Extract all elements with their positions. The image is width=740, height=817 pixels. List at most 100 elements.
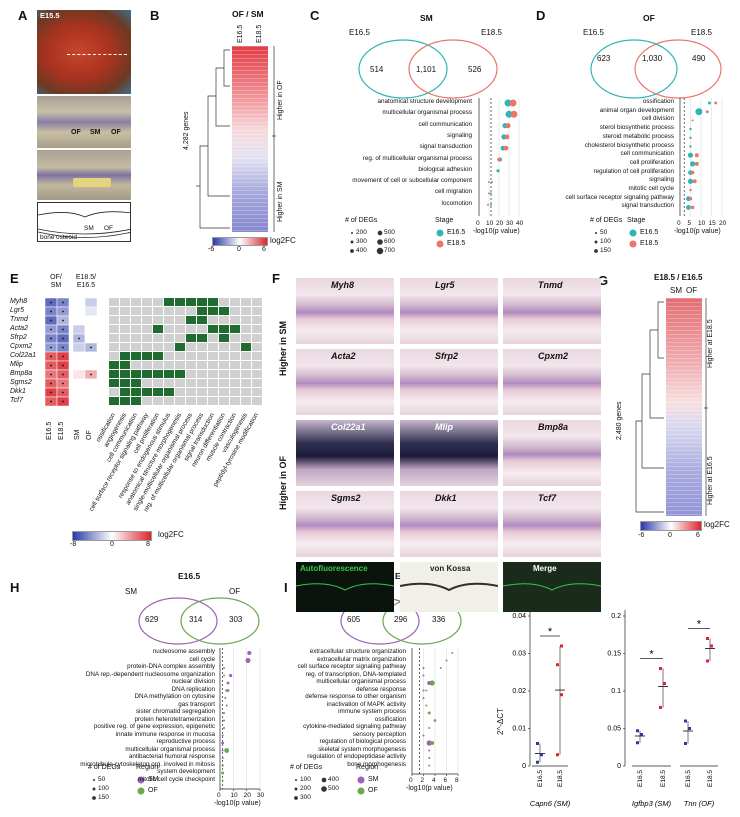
ish-gene-label: Col22a1 <box>331 422 366 432</box>
annotation-cell <box>175 361 185 369</box>
annotation-cell <box>153 379 163 387</box>
annotation-cell <box>230 397 240 405</box>
dotplot-h-tick-label: 0 <box>217 792 221 799</box>
data-point <box>422 697 425 699</box>
data-point <box>221 741 225 745</box>
annotation-cell <box>219 397 229 405</box>
annotation-cell <box>186 307 196 315</box>
data-point <box>505 110 513 118</box>
data-point <box>433 719 437 722</box>
go-h-term: mitotic cell cycle checkpoint <box>137 775 215 783</box>
annotation-cell <box>230 388 240 396</box>
significance-dot <box>62 310 64 313</box>
annotation-cell <box>241 361 251 369</box>
panel-label-d: D <box>536 8 546 23</box>
annotation-cell <box>186 388 196 396</box>
panel-label-f: F <box>272 271 280 286</box>
significance-dot <box>50 310 52 313</box>
gene-label: Bmp8a <box>10 370 33 377</box>
go-annotation-term: vasculogenesis <box>220 412 250 454</box>
data-point <box>221 771 225 775</box>
annotation-cell <box>208 397 218 405</box>
go-annotation-term: angiogenesis <box>102 412 129 449</box>
annotation-cell <box>197 352 207 360</box>
y-tick-label: 0 <box>617 763 621 770</box>
annotation-cell <box>153 397 163 405</box>
higher-in-of-side-label: Higher in OF <box>278 456 288 510</box>
dotplot-h-xlabel: -log10(p value) <box>214 800 261 807</box>
legend-d-stage-1: E16.5 <box>640 229 659 236</box>
annotation-cell <box>197 325 207 333</box>
annotation-cell <box>197 334 207 342</box>
annotation-cell <box>120 397 130 405</box>
venn-i-count-1: 605 <box>347 615 361 624</box>
of-label-3: OF <box>104 225 114 232</box>
go-d-term: signaling <box>649 176 674 184</box>
annotation-cell <box>142 370 152 378</box>
go-i-term: regulation of endopeptidase activity <box>307 753 406 760</box>
annotation-cell <box>164 388 174 396</box>
stage-label: E15.5 <box>40 11 60 20</box>
dotplot-i <box>411 648 459 776</box>
go-d-term: sterol biosynthetic process <box>599 124 674 132</box>
venn-d-count-2: 1,030 <box>642 54 663 63</box>
data-point <box>690 170 695 175</box>
annotation-cell <box>186 334 196 342</box>
significance-dot <box>62 382 64 385</box>
annotation-cell <box>175 334 185 342</box>
annotation-cell <box>164 307 174 315</box>
annotation-cell <box>175 307 185 315</box>
data-point <box>221 779 224 782</box>
data-point <box>560 693 563 697</box>
go-d-term: cell proliferation <box>629 158 674 166</box>
data-point <box>490 203 492 206</box>
higher-in-sm-label: Higher in SM <box>277 181 284 222</box>
group-label: Capn6 (SM) <box>530 799 571 808</box>
size-dot <box>92 787 96 791</box>
ish-image: Cpxm2 <box>503 349 601 415</box>
ish-image: Bmp8a <box>503 420 601 486</box>
heatmap-g-bracket <box>704 298 708 516</box>
heatmap-cell <box>72 378 86 389</box>
go-annotation-term: signal transduction <box>182 412 217 463</box>
data-point <box>223 674 225 677</box>
annotation-cell <box>241 307 251 315</box>
ish-image: Dkk1 <box>400 491 498 557</box>
data-point <box>225 689 229 692</box>
dotplot-c-tick-label: 20 <box>496 220 504 227</box>
annotation-cell <box>109 388 119 396</box>
annotation-cell <box>109 361 119 369</box>
go-d-term: cell communication <box>620 150 674 158</box>
annotation-cell <box>175 325 185 333</box>
ish-gene-label: Sfrp2 <box>435 351 459 361</box>
y-tick-label: 0.2 <box>611 613 621 620</box>
annotation-cell <box>120 370 130 378</box>
annotation-cell <box>164 325 174 333</box>
annotation-cell <box>109 379 119 387</box>
annotation-cell <box>186 379 196 387</box>
y-tick-label: 0.03 <box>512 651 526 658</box>
annotation-cell <box>208 370 218 378</box>
colorbar-e-min: -8 <box>70 541 77 548</box>
colorbar-b-mid: 0 <box>237 246 241 253</box>
go-c-term: biological adhesion <box>418 165 472 173</box>
legend-d-item: 50 <box>600 229 608 236</box>
go-d-term: steroid metabolic process <box>602 132 674 140</box>
go-h-term: positive reg. of gene expression, epigen… <box>93 723 215 730</box>
y-tick-label: 0.15 <box>607 651 621 658</box>
annotation-cell <box>142 325 152 333</box>
annotation-cell <box>120 343 130 351</box>
annotation-cell <box>186 343 196 351</box>
go-h-term: microtubule cytoskeleton org. involved i… <box>80 760 215 768</box>
annotation-cell <box>175 343 185 351</box>
annotation-cell <box>131 316 141 324</box>
annotation-cell <box>175 379 185 387</box>
osteoid-label: osteoid <box>56 234 77 241</box>
data-point <box>445 659 448 662</box>
legend-h-item: 150 <box>98 794 109 801</box>
dotplot-i-tick-label: 4 <box>432 777 436 784</box>
y-tick-label: 0.04 <box>512 613 526 620</box>
annotation-cell <box>109 397 119 405</box>
significance-dot <box>50 382 52 385</box>
heatmap-cell <box>84 315 98 326</box>
